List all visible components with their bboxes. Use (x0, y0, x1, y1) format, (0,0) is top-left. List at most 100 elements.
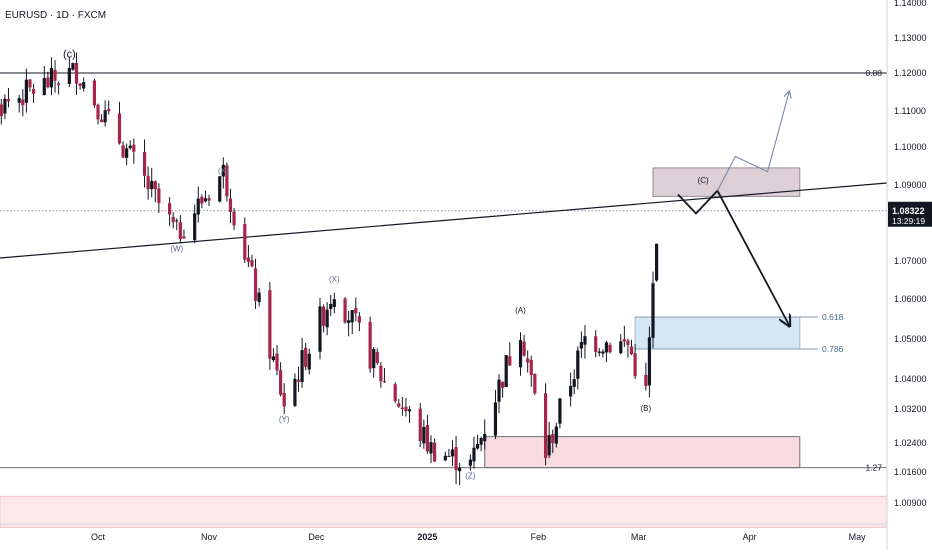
candle (243, 217, 247, 263)
candle (529, 355, 533, 387)
candle (157, 183, 161, 214)
y-tick-label: 1.06000 (894, 294, 927, 304)
candle-body (608, 344, 612, 353)
candle (296, 366, 301, 392)
candle (493, 389, 498, 440)
candle-body (619, 341, 623, 354)
candle-body (296, 379, 301, 382)
candle (71, 62, 75, 71)
candle-body (329, 303, 333, 310)
candle-body (17, 98, 21, 103)
candle (57, 81, 61, 95)
candle (307, 348, 311, 375)
candle-body (253, 268, 258, 301)
y-tick-label: 1.00900 (894, 498, 927, 508)
candle-body (246, 257, 250, 262)
candle-body (221, 164, 225, 177)
candle (218, 175, 222, 203)
candle (42, 65, 46, 96)
candle-body (629, 346, 634, 355)
candle-body (583, 336, 587, 345)
wave-label: (X) (218, 167, 229, 176)
trendline (0, 182, 888, 259)
candle-body (497, 379, 501, 402)
wave-label: (X) (329, 275, 340, 284)
candle-body (332, 299, 336, 307)
candle (551, 429, 555, 454)
candle (483, 419, 487, 450)
candle-body (232, 211, 236, 226)
candle (67, 57, 71, 88)
candle (150, 167, 154, 198)
candle (533, 373, 537, 395)
candle (547, 421, 551, 459)
candle (425, 414, 430, 454)
candle-body (74, 62, 79, 84)
candle-body (579, 341, 583, 349)
candle (468, 454, 472, 471)
y-tick-label: 1.04000 (894, 374, 927, 384)
candle (443, 451, 447, 461)
x-tick-label: 2025 (417, 532, 437, 542)
candle-body (493, 402, 498, 436)
candle-body (21, 99, 25, 106)
candle (350, 310, 354, 335)
candle-body (49, 67, 54, 88)
candle-body (357, 316, 361, 323)
candle-body (321, 306, 326, 326)
candle (3, 94, 7, 120)
candle-body (622, 339, 626, 342)
candle-body (67, 68, 71, 85)
candle (6, 87, 11, 108)
candle-body (558, 398, 562, 424)
candle-body (279, 370, 283, 395)
candle (418, 403, 422, 448)
candle-body (594, 336, 598, 353)
wave-label: (B) (641, 404, 652, 413)
support-zone (484, 436, 801, 469)
candle-body (46, 77, 50, 88)
candle (279, 362, 283, 397)
candle-body (551, 434, 555, 443)
candle-body (92, 80, 97, 106)
candle-body (107, 108, 111, 112)
candle-body (458, 467, 462, 472)
candle-body (379, 365, 383, 382)
candle (99, 114, 104, 123)
price-badge-bg (888, 201, 932, 227)
candle-body (24, 79, 28, 103)
candle (572, 369, 576, 395)
candle (404, 397, 408, 417)
candle (325, 302, 329, 336)
candle (368, 316, 372, 373)
candle-body (42, 78, 46, 96)
candles-layer (0, 52, 659, 486)
candle (422, 419, 426, 449)
candle (178, 215, 182, 244)
candle-body (282, 392, 286, 407)
wave-label: (c) (63, 48, 76, 60)
candle (626, 338, 630, 358)
candle (450, 440, 455, 467)
candle (282, 383, 286, 414)
candle-body (569, 385, 573, 397)
candle (379, 362, 383, 388)
candle (397, 399, 401, 408)
candle-body (576, 350, 580, 379)
candle (268, 281, 272, 370)
x-tick-label: Apr (743, 532, 757, 542)
candle (400, 396, 404, 416)
candle-body (404, 406, 408, 412)
candle-body (626, 340, 630, 345)
candle (49, 57, 54, 96)
candle (225, 162, 229, 202)
candle (175, 218, 179, 231)
candle-body (28, 79, 32, 88)
candle (142, 139, 147, 188)
candle-body (182, 236, 186, 239)
candle (318, 297, 322, 360)
candle (103, 100, 107, 127)
candle (82, 77, 86, 92)
